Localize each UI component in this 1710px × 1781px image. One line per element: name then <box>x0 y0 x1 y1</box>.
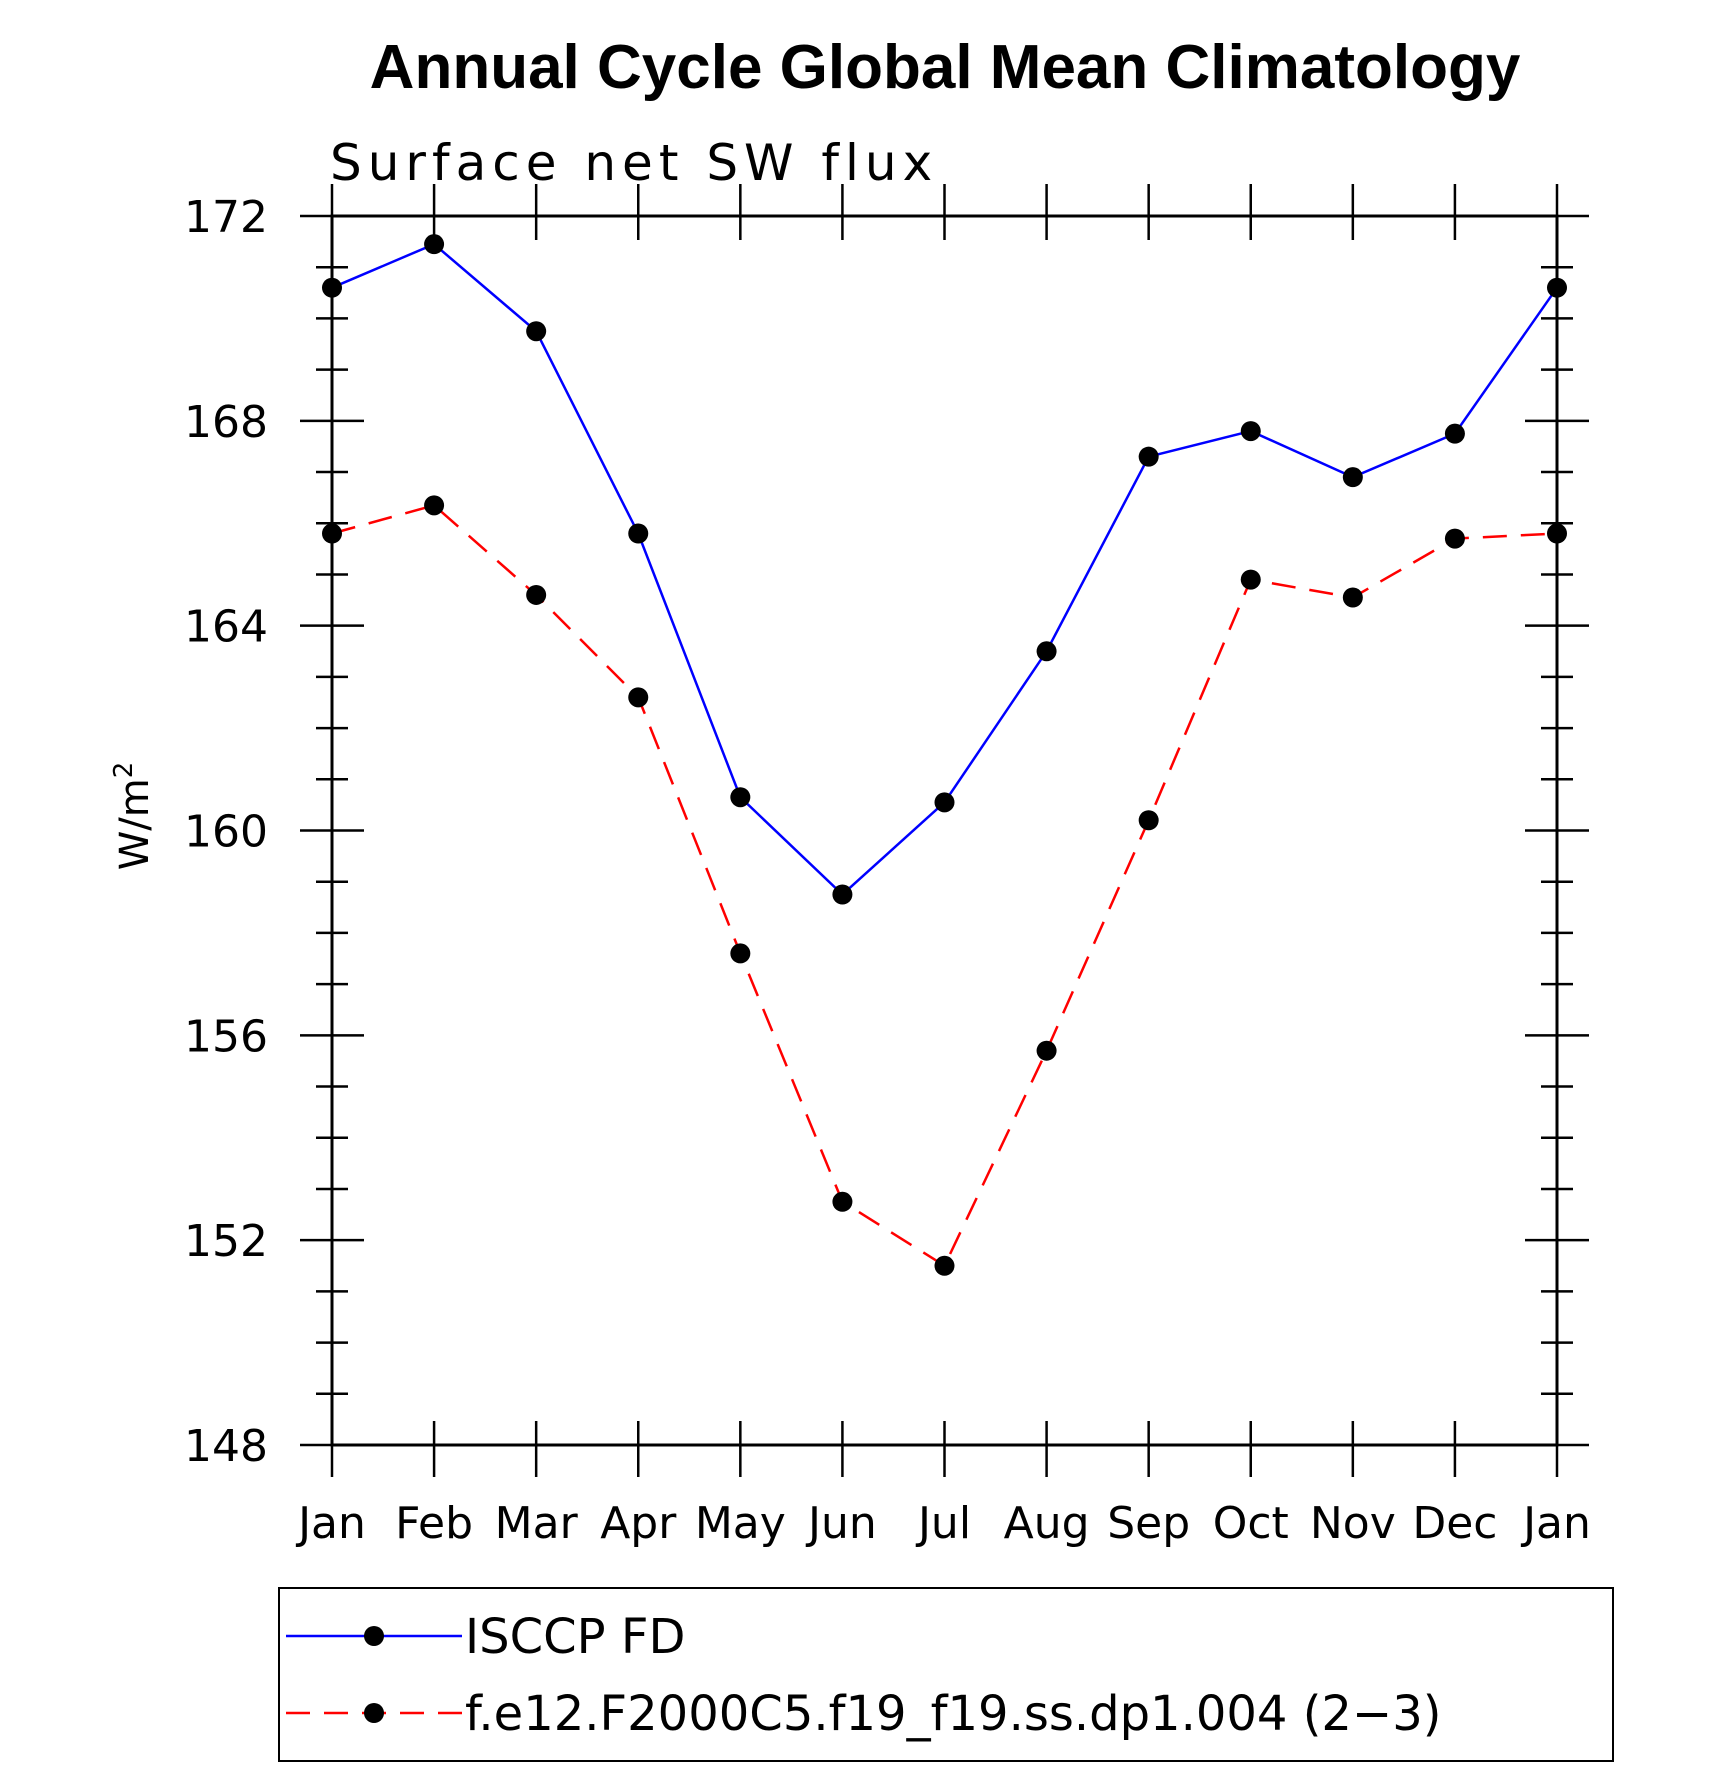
x-tick-label: Dec <box>1412 1498 1497 1549</box>
data-point <box>832 1191 853 1212</box>
data-point <box>1444 423 1465 444</box>
data-point <box>730 943 751 964</box>
x-tick-label: Jan <box>1520 1498 1591 1549</box>
axes: 148 152 156 160 164 168 172 Jan Feb Mar Apr May Jun J… <box>184 184 1591 1549</box>
data-point <box>1138 810 1159 831</box>
chart-subtitle: Surface net SW flux <box>330 134 938 192</box>
x-tick-label: Nov <box>1310 1498 1396 1549</box>
data-point <box>1547 523 1567 544</box>
data-point <box>1444 528 1465 549</box>
x-tick-label: May <box>695 1498 786 1549</box>
svg-text:W/m2: W/m2 <box>109 762 158 871</box>
y-axis-label-text: W/m <box>112 778 158 870</box>
series-line <box>331 503 1558 1268</box>
data-point <box>1342 587 1363 608</box>
x-tick-label: Apr <box>600 1498 677 1549</box>
x-tick-label: Sep <box>1107 1498 1190 1549</box>
chart-title: Annual Cycle Global Mean Climatology <box>370 33 1521 102</box>
x-tick-label: Jul <box>915 1498 971 1549</box>
y-tick-label: 164 <box>184 602 268 653</box>
data-point <box>832 884 853 905</box>
data-point <box>934 792 955 813</box>
legend-label: ISCCP FD <box>465 1609 685 1665</box>
data-point <box>424 495 445 516</box>
data-point <box>1240 421 1261 442</box>
x-tick-label: Oct <box>1213 1498 1289 1549</box>
legend: ISCCP FD f.e12.F2000C5.f19_f19.ss.dp1.004… <box>278 1587 1614 1762</box>
y-tick-label: 172 <box>184 192 268 243</box>
y-tick-label: 148 <box>184 1421 268 1472</box>
legend-box <box>278 1587 1614 1762</box>
legend-label: f.e12.F2000C5.f19_f19.ss.dp1.004 (2−3) <box>465 1686 1441 1742</box>
data-point <box>322 523 342 544</box>
x-tick-label: Jun <box>805 1498 877 1549</box>
x-tick-label: Jan <box>295 1498 366 1549</box>
data-point <box>526 584 547 605</box>
data-point <box>526 321 547 342</box>
y-axis-label: W/m2 <box>109 762 158 871</box>
data-point <box>628 523 649 544</box>
data-point <box>628 687 649 708</box>
y-tick-label: 160 <box>184 807 268 858</box>
y-tick-label: 156 <box>184 1011 268 1062</box>
y-tick-label: 152 <box>184 1216 268 1267</box>
data-point <box>424 234 445 255</box>
data-point <box>1342 467 1363 488</box>
x-tick-label: Aug <box>1004 1498 1090 1549</box>
data-point <box>730 787 751 808</box>
y-axis-label-superscript: 2 <box>109 762 139 779</box>
x-tick-label: Feb <box>395 1498 473 1549</box>
legend-marker <box>364 1626 384 1646</box>
data-point <box>322 277 342 298</box>
data-point <box>1036 641 1057 662</box>
data-point <box>1138 446 1159 467</box>
legend-marker <box>364 1703 384 1723</box>
data-point <box>1547 277 1567 298</box>
data-point <box>1240 569 1261 590</box>
y-tick-label: 168 <box>184 397 268 448</box>
series-layer <box>322 234 1567 1276</box>
x-tick-label: Mar <box>495 1498 579 1549</box>
data-point <box>1036 1040 1057 1061</box>
data-point <box>934 1255 955 1276</box>
